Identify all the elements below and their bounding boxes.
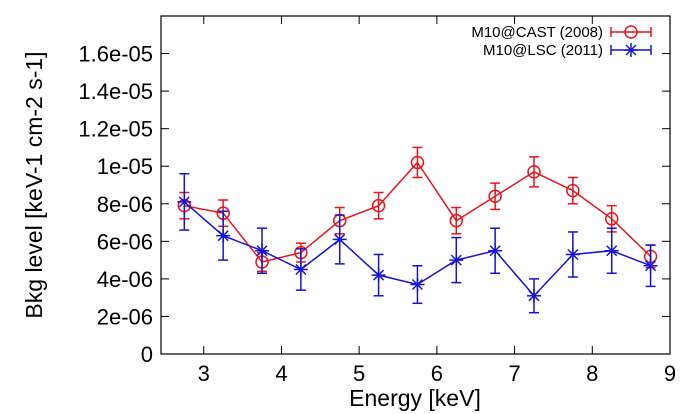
series-layer [177,146,658,314]
x-axis-title: Energy [keV] [349,385,481,411]
marker-stroke [334,233,346,245]
marker-stroke [295,263,307,276]
marker-stroke [450,254,462,266]
marker-stroke [411,278,423,291]
y-tick-label: 1e-05 [97,154,153,179]
legend-marker [624,43,638,57]
marker-stroke [489,245,501,257]
data-point [604,212,619,226]
data-point [332,232,347,247]
data-point [449,213,464,228]
legend: M10@CAST (2008)M10@LSC (2011) [471,24,652,59]
marker-stroke [567,248,579,261]
data-point [449,253,464,268]
y-tick-label: 1.2e-05 [78,117,153,142]
data-point [527,288,542,303]
y-tick-label: 1.4e-05 [78,79,153,104]
legend-marker [624,25,638,39]
marker-stroke [217,230,229,242]
data-point [643,258,658,273]
marker-stroke [625,44,637,56]
plot-frame [160,15,671,355]
data-point [410,277,425,292]
data-point [371,268,386,283]
data-point [410,155,425,170]
data-point [216,228,231,243]
x-tick-label: 6 [431,361,443,386]
y-tick-label: 6e-06 [97,229,153,254]
x-tick-label: 8 [586,361,598,386]
data-point [566,183,580,198]
x-tick-label: 3 [198,361,210,386]
series-0 [177,146,658,273]
data-point [488,189,502,204]
axis-ticks: 0 2e-06 4e-06 6e-06 8e-06 1e-05 1.2e-05 1.4e-05… [78,16,676,386]
x-tick-label: 7 [508,361,520,386]
marker-stroke [606,245,618,257]
data-point [527,165,541,179]
marker-stroke [528,290,540,302]
y-tick-label: 2e-06 [97,304,153,329]
marker-stroke [645,260,657,272]
marker-stroke [256,245,268,257]
data-point [293,262,308,277]
x-tick-label: 4 [275,361,287,386]
legend-label: M10@CAST (2008) [471,24,603,41]
marker-stroke [178,196,190,208]
y-axis-title: Bkg level [keV-1 cm-2 s-1] [21,51,47,318]
y-tick-label: 8e-06 [97,192,153,217]
data-point [604,243,619,258]
data-point [255,243,270,258]
data-point [177,194,192,209]
y-tick-label: 4e-06 [97,267,153,292]
data-point [565,247,580,262]
y-tick-label: 0 [141,342,153,367]
data-point [371,198,386,213]
y-tick-label: 1.6e-05 [78,42,153,67]
legend-label: M10@LSC (2011) [483,42,603,59]
x-tick-label: 9 [664,361,676,386]
x-tick-label: 5 [353,361,365,386]
series-1 [177,172,658,314]
data-point [488,243,503,258]
marker-stroke [373,269,385,281]
